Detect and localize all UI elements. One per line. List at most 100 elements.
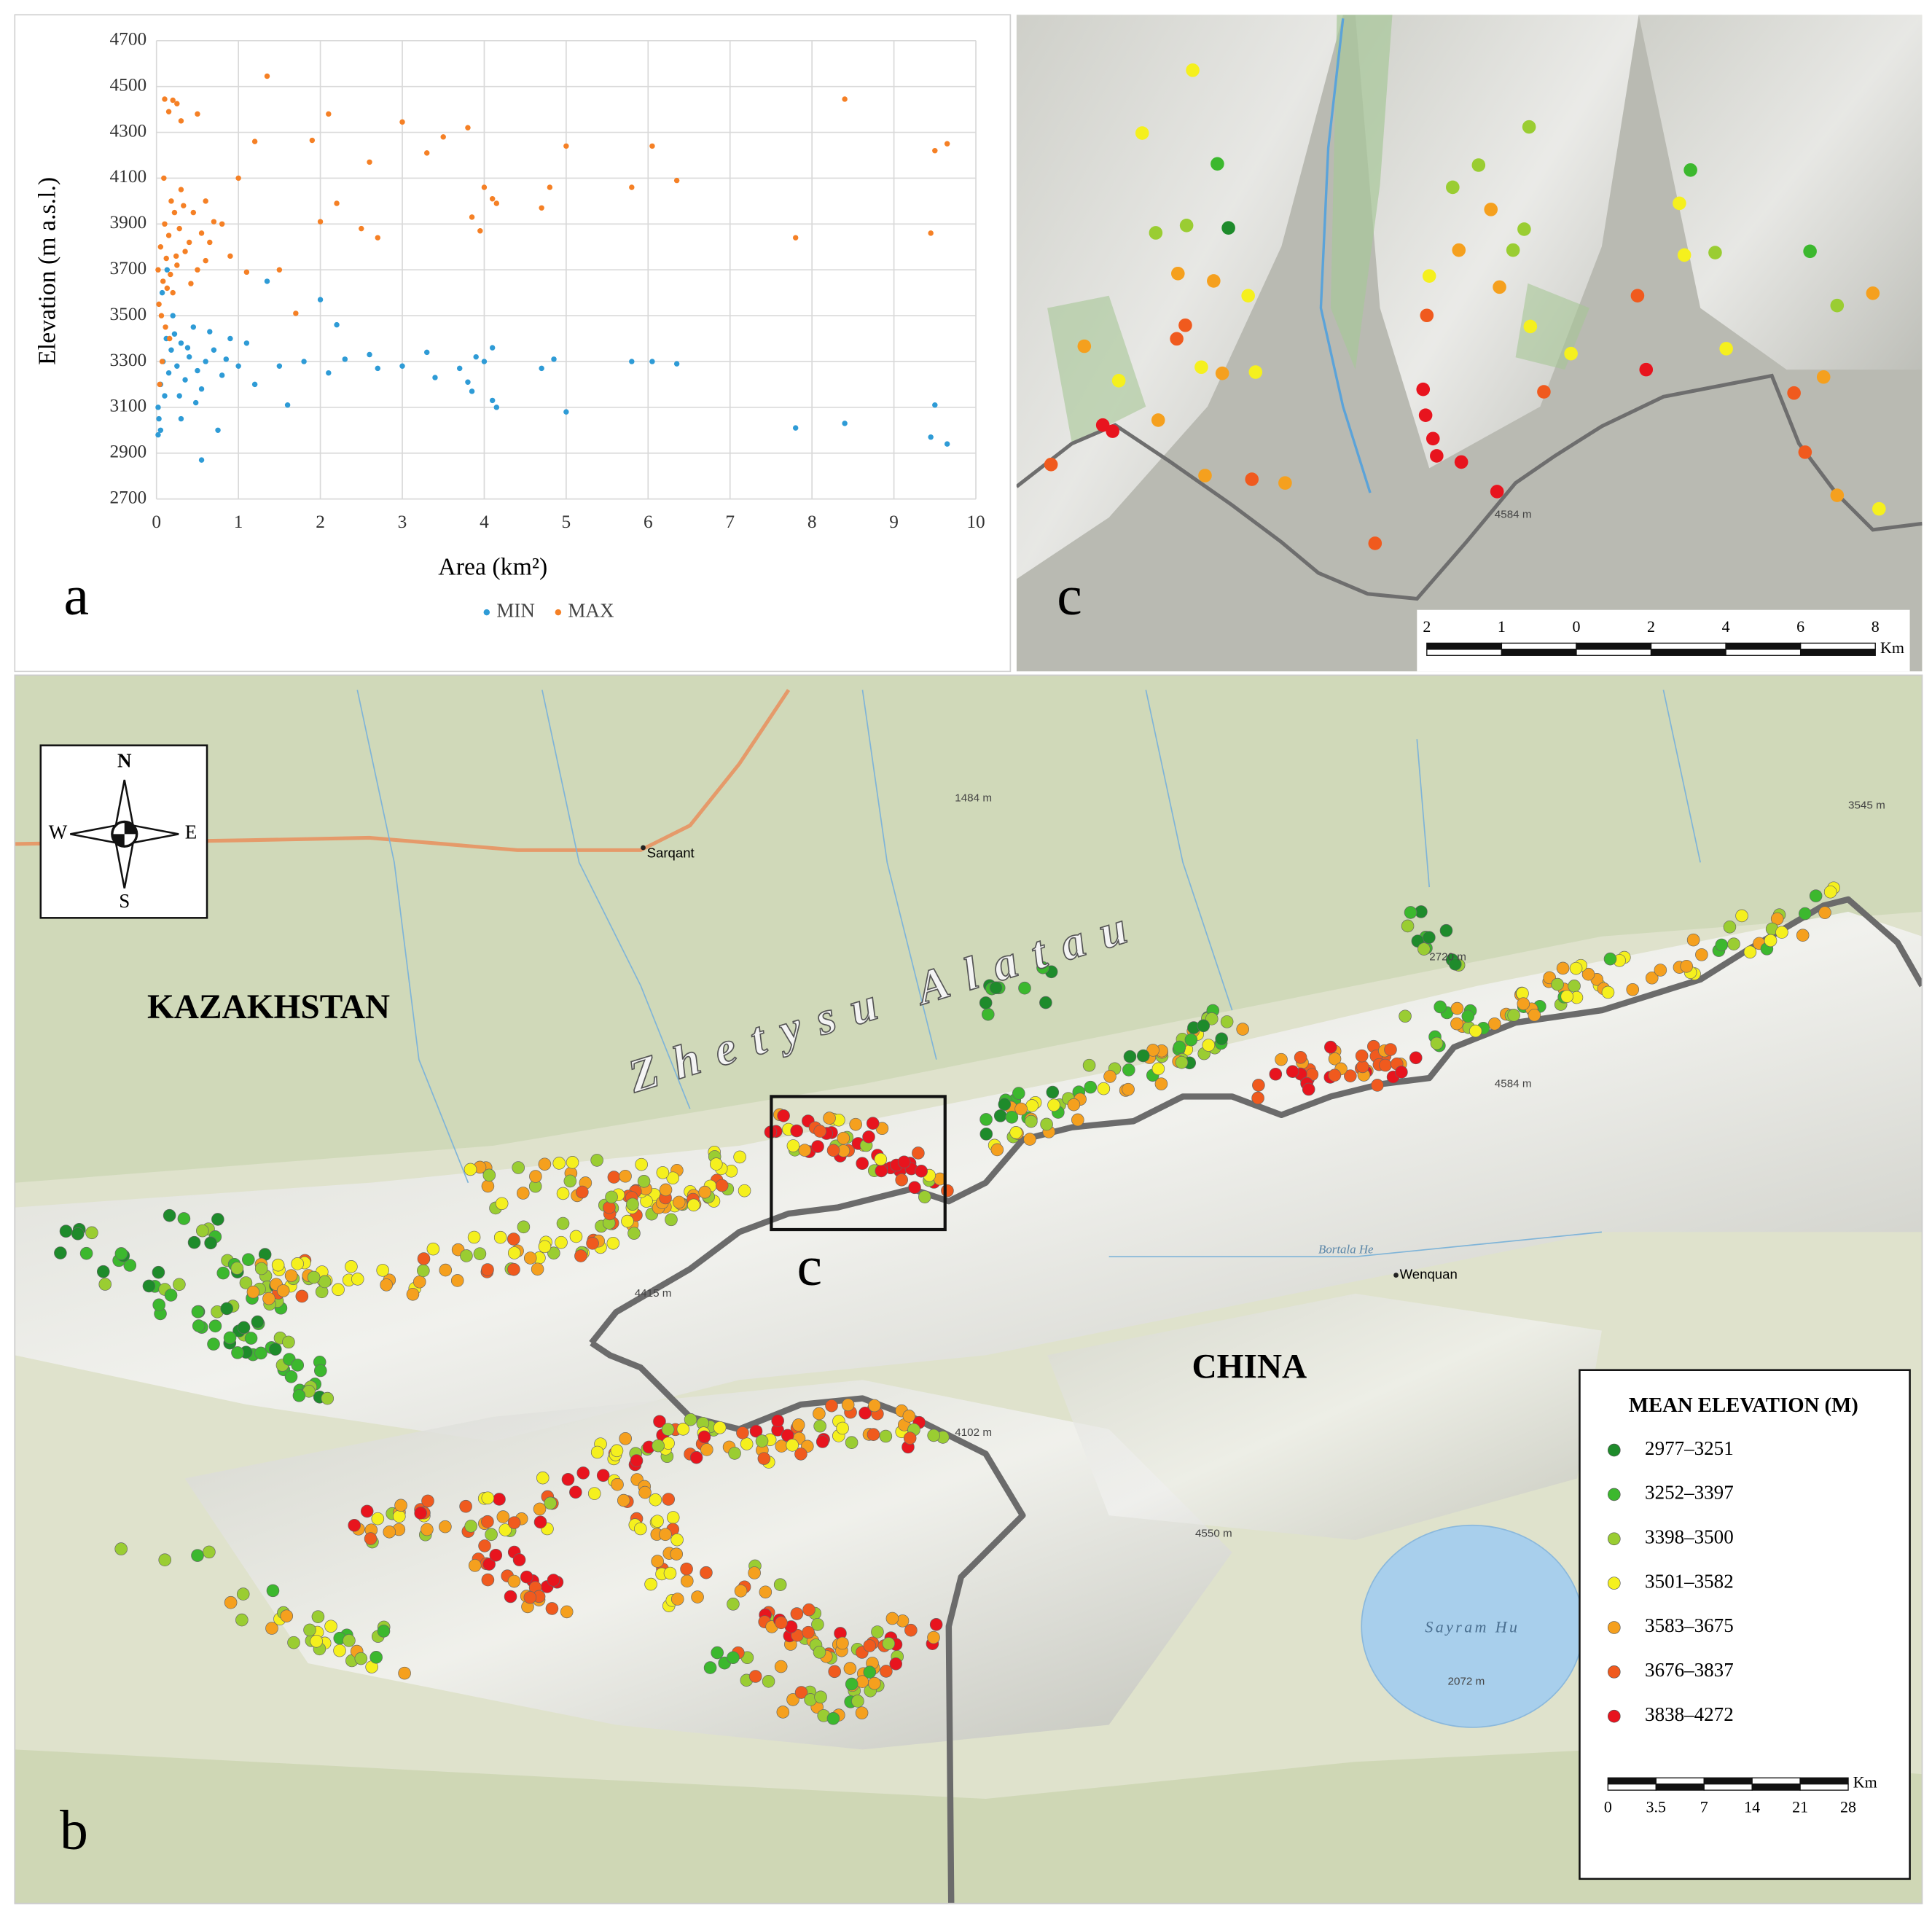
point xyxy=(155,405,161,410)
glacier-dot xyxy=(485,1528,498,1542)
glacier-dot xyxy=(1251,1091,1264,1105)
glacier-dot xyxy=(710,1157,723,1171)
glacier-dot xyxy=(333,1644,346,1657)
glacier-dot xyxy=(307,1270,321,1284)
glacier-dot xyxy=(507,1232,520,1246)
glacier-dot xyxy=(1715,938,1729,952)
glacier-dot xyxy=(1639,362,1654,377)
glacier-dot xyxy=(1077,339,1092,353)
glacier-dot xyxy=(364,1532,378,1545)
point xyxy=(155,431,161,438)
point xyxy=(944,141,950,147)
y-tick-label: 3700 xyxy=(109,258,146,278)
glacier-dot xyxy=(918,1190,931,1203)
glacier-dot xyxy=(1645,971,1659,985)
y-axis-title: Elevation (m a.s.l.) xyxy=(34,177,60,365)
glacier-dot xyxy=(627,1227,641,1240)
glacier-dot xyxy=(1047,1098,1060,1112)
glacier-dot xyxy=(590,1445,604,1459)
glacier-dot xyxy=(1328,1069,1342,1082)
glacier-dot xyxy=(478,1539,491,1552)
glacier-dot xyxy=(611,1477,624,1491)
point xyxy=(171,331,178,337)
point xyxy=(649,359,655,364)
scale-segment xyxy=(1703,1777,1753,1785)
glacier-dot xyxy=(1528,1008,1541,1022)
glacier-dot xyxy=(748,1670,762,1683)
glacier-dot xyxy=(369,1651,383,1664)
glacier-dot xyxy=(689,1450,703,1464)
glacier-dot xyxy=(653,1415,666,1429)
glacier-dot xyxy=(828,1665,841,1679)
glacier-dot xyxy=(1170,332,1184,346)
glacier-dot xyxy=(1136,1049,1150,1063)
glacier-dot xyxy=(771,1414,784,1428)
point xyxy=(928,434,934,440)
glacier-dot xyxy=(1450,1001,1464,1015)
glacier-dot xyxy=(1727,937,1740,950)
point xyxy=(264,73,270,79)
glacier-dot xyxy=(1025,1114,1038,1128)
x-tick-label: 0 xyxy=(152,512,161,532)
glacier-dot xyxy=(507,1246,521,1259)
panel-label: a xyxy=(64,564,90,627)
point xyxy=(174,101,180,106)
glacier-dot xyxy=(715,1179,729,1192)
glacier-dot xyxy=(1626,983,1640,996)
terrain xyxy=(1638,15,1923,370)
point xyxy=(792,425,799,431)
glacier-dot xyxy=(990,1143,1004,1157)
point xyxy=(251,138,258,144)
glacier-dot xyxy=(652,1439,665,1453)
glacier-dot xyxy=(813,1419,826,1433)
glacier-dot xyxy=(1430,1036,1444,1050)
glacier-dot xyxy=(439,1520,452,1534)
glacier-dot xyxy=(265,1622,278,1635)
scale-bar: 2 1 0 2 4 6 8Km xyxy=(1423,617,1904,657)
point xyxy=(168,271,173,278)
glacier-dot xyxy=(775,1616,788,1630)
glacier-dot xyxy=(656,1166,670,1179)
glacier-dot xyxy=(142,1279,156,1293)
spot-height: 4550 m xyxy=(1195,1528,1232,1540)
glacier-dot xyxy=(282,1335,295,1349)
glacier-dot xyxy=(1422,269,1436,283)
glacier-dot xyxy=(1488,1017,1501,1031)
glacier-dot xyxy=(287,1636,300,1649)
point xyxy=(181,203,187,208)
point xyxy=(235,363,241,369)
scale-label: 0 xyxy=(1572,617,1580,636)
glacier-dot xyxy=(266,1584,280,1598)
glacier-dot xyxy=(1071,1113,1084,1127)
point xyxy=(489,196,496,202)
point xyxy=(563,409,569,415)
glacier-dot xyxy=(254,1262,268,1276)
legend-label: 3501–3582 xyxy=(1645,1570,1734,1592)
point xyxy=(211,219,217,224)
panel-b-frame xyxy=(14,674,1923,1905)
glacier-dot xyxy=(481,1573,495,1587)
glacier-dot xyxy=(1220,1015,1234,1028)
legend-marker xyxy=(1608,1621,1621,1634)
point xyxy=(176,225,182,232)
glacier-dot xyxy=(544,1496,557,1510)
glacier-dot xyxy=(1537,385,1551,399)
glacier-dot xyxy=(681,1574,694,1588)
point xyxy=(163,324,168,330)
point xyxy=(629,184,635,190)
glacier-dot xyxy=(1517,222,1531,236)
point xyxy=(168,347,174,353)
glacier-dot xyxy=(728,1447,741,1460)
glacier-dot xyxy=(670,1593,684,1606)
glacier-dot xyxy=(1355,1049,1369,1063)
glacier-dot xyxy=(237,1321,251,1335)
glacier-dot xyxy=(85,1226,98,1240)
glacier-dot xyxy=(332,1283,345,1297)
glacier-dot xyxy=(1302,1082,1315,1096)
lake-name: Sayram Hu xyxy=(1425,1618,1520,1636)
glacier-dot xyxy=(659,1183,673,1197)
point xyxy=(293,310,299,316)
x-tick-label: 5 xyxy=(562,512,571,532)
glacier-dot xyxy=(529,1170,542,1183)
glacier-dot xyxy=(414,1507,427,1520)
